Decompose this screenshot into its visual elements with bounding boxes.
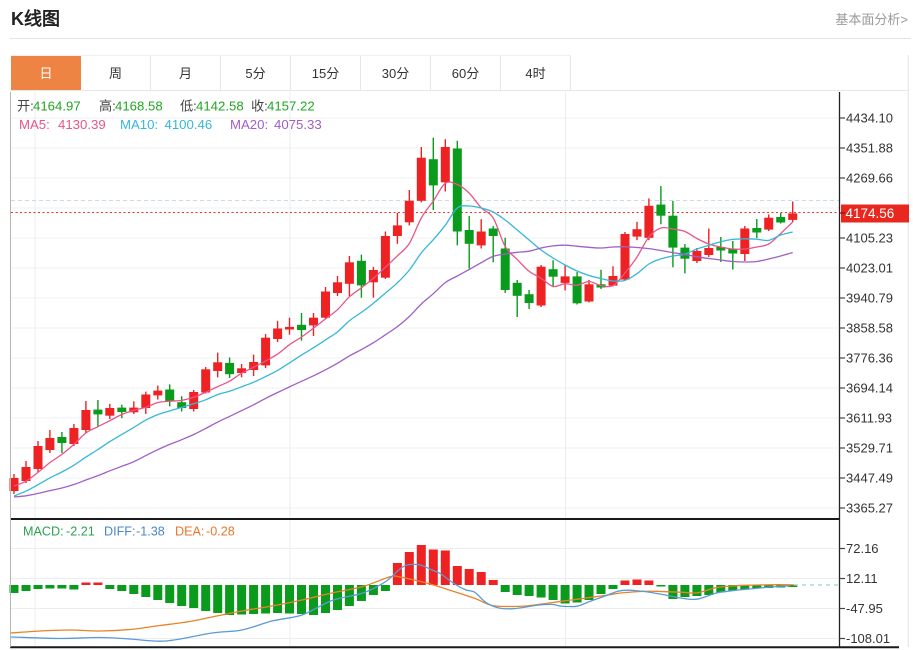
svg-text:3611.93: 3611.93 <box>846 411 892 426</box>
svg-text:4023.01: 4023.01 <box>846 261 893 276</box>
svg-text:3365.27: 3365.27 <box>846 501 893 516</box>
svg-text:开:4164.97高:4168.58低:4142.58收:4: 开:4164.97 高:4168.58 低:4142.58 收:4157.22 <box>17 98 315 114</box>
svg-text:-47.95: -47.95 <box>846 601 883 616</box>
svg-text:3858.58: 3858.58 <box>846 321 893 336</box>
svg-text:3694.14: 3694.14 <box>846 381 893 396</box>
svg-text:4351.88: 4351.88 <box>846 141 893 156</box>
svg-text:72.16: 72.16 <box>846 541 879 556</box>
svg-text:4434.10: 4434.10 <box>846 111 893 126</box>
svg-text:3940.79: 3940.79 <box>846 291 893 306</box>
svg-text:12.11: 12.11 <box>846 571 878 586</box>
svg-text:3776.36: 3776.36 <box>846 351 893 366</box>
svg-text:4105.23: 4105.23 <box>846 231 893 246</box>
svg-text:4269.66: 4269.66 <box>846 171 893 186</box>
svg-text:3447.49: 3447.49 <box>846 471 893 486</box>
svg-text:-108.01: -108.01 <box>846 631 890 646</box>
svg-text:4174.56: 4174.56 <box>846 206 895 221</box>
svg-text:3529.71: 3529.71 <box>846 441 893 456</box>
